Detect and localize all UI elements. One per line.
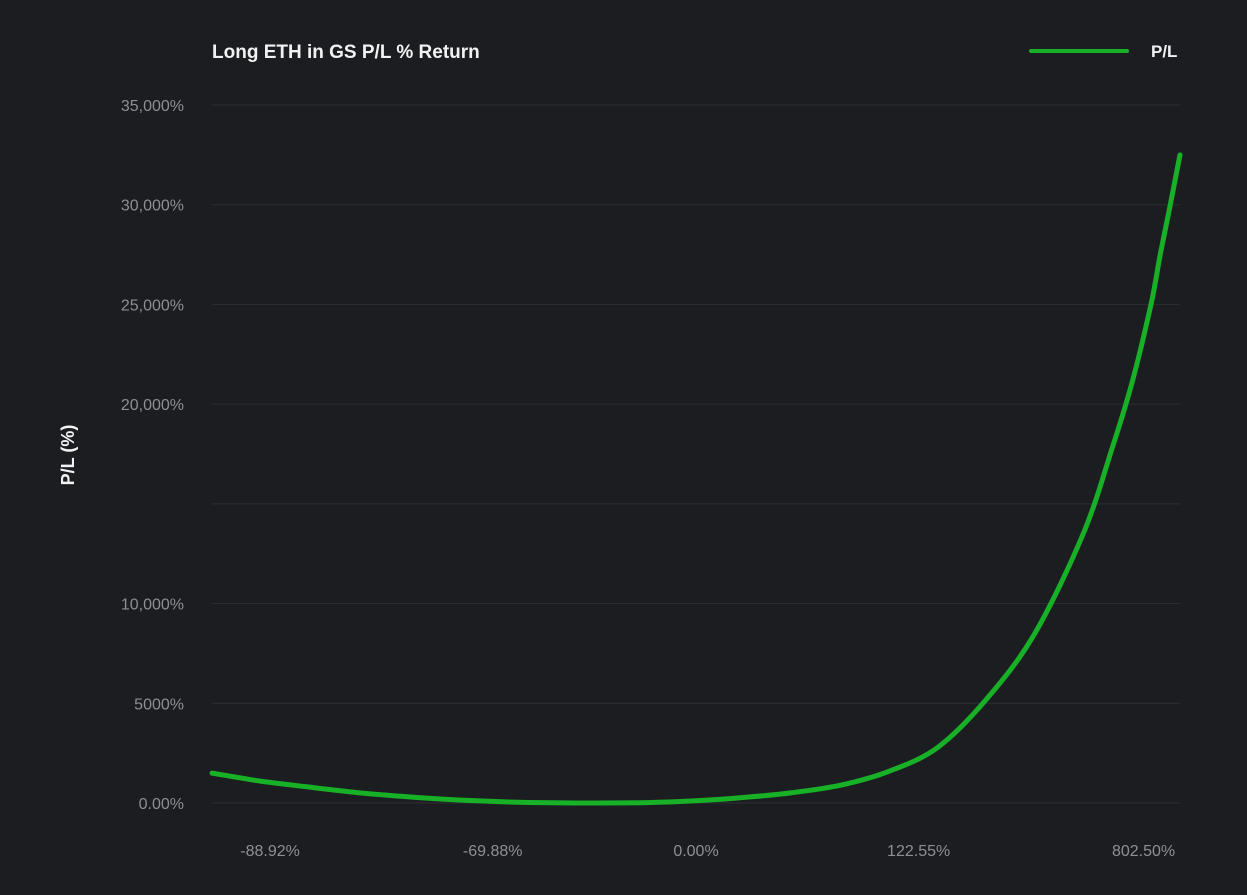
data-point[interactable] [597,801,601,805]
data-point[interactable] [1168,203,1172,207]
data-point[interactable] [1159,251,1163,255]
data-point[interactable] [791,791,795,795]
legend-label-pl: P/L [1151,42,1177,61]
y-tick-label: 0.00% [139,796,184,813]
x-tick-label: 0.00% [673,843,718,860]
data-point[interactable] [210,771,214,775]
data-point[interactable] [549,801,553,805]
data-point[interactable] [984,697,988,701]
x-tick-label: -69.88% [463,843,523,860]
y-tick-label: 35,000% [121,98,184,115]
data-point[interactable] [936,745,940,749]
data-point[interactable] [839,783,843,787]
data-point[interactable] [1178,153,1182,157]
y-axis-ticks: 0.00% 5000% 10,000% 20,000% 25,000% 30,000% 35… [121,98,184,813]
x-tick-label: 122.55% [887,843,950,860]
y-tick-label: 20,000% [121,397,184,414]
data-point[interactable] [1130,382,1134,386]
data-point[interactable] [307,785,311,789]
data-point[interactable] [355,791,359,795]
chart-title: Long ETH in GS P/L % Return [212,42,480,63]
data-point[interactable] [500,800,504,804]
series-layer [209,152,1183,806]
data-point[interactable] [258,779,262,783]
legend[interactable]: P/L [1029,42,1177,61]
data-point[interactable] [452,798,456,802]
series-line-pl[interactable] [209,152,1183,806]
data-point[interactable] [888,769,892,773]
y-tick-label: 10,000% [121,597,184,614]
data-point[interactable] [646,801,650,805]
x-tick-label: 802.50% [1112,843,1175,860]
grid-lines [212,104,1180,804]
y-tick-label: 30,000% [121,198,184,215]
data-point[interactable] [1110,446,1114,450]
x-tick-label: -88.92% [240,843,300,860]
data-point[interactable] [1081,532,1085,536]
x-axis-ticks: -88.92% -69.88% 0.00% 122.55% 802.50% [240,843,1175,860]
data-point[interactable] [694,799,698,803]
data-point[interactable] [1033,632,1037,636]
data-point[interactable] [404,795,408,799]
y-tick-label: 25,000% [121,297,184,314]
data-point[interactable] [742,795,746,799]
y-tick-label: 5000% [134,696,184,713]
data-point[interactable] [1149,302,1153,306]
y-axis-title: P/L (%) [58,425,78,486]
